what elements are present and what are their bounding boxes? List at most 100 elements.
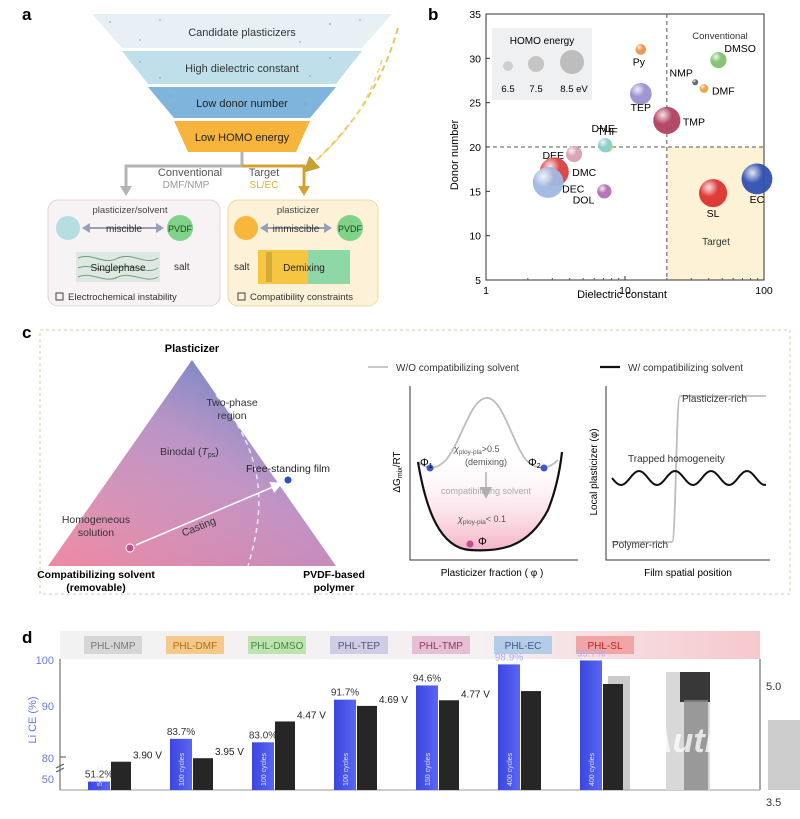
phi2-label: Φ2 [528,457,541,470]
ternary-right-2: polymer [314,582,355,594]
voltage-bar-phl-dmso [275,721,295,790]
tab-label: PHL-NMP [90,641,135,652]
voltage-value-label: 4.47 V [297,710,326,721]
tab-phl-dmso [248,636,306,654]
y-tick-label: 30 [469,53,481,65]
two-phase-2: region [217,410,246,422]
box-right-solvent: plasticizer [277,205,319,216]
watermark: Autiva [647,722,752,760]
solution-point [125,543,135,553]
point-shine [598,138,613,153]
tab-phl-ec [494,636,552,654]
ce-bar-phl-dmf [170,738,192,790]
free-standing-film-label: Free-standing film [246,463,330,475]
y-ticks: 5 10 15 20 25 30 35 [469,9,490,287]
ce-bar-phl-ec [498,664,520,790]
point-shine [692,79,699,86]
two-phase-1: Two-phase [206,397,258,409]
x-ticks: 1 10 100 [483,276,773,297]
point-label-tep: TEP [631,102,651,114]
panel-d-letter: d [22,628,32,647]
voltage-bar-phl-tmp [439,700,459,790]
legend-entry-2: 7.5 [529,84,542,95]
ternary-left-2: (removable) [66,582,126,594]
tab-label: PHL-TMP [419,641,463,652]
point-shine [653,106,681,134]
tab-label: PHL-TEP [338,641,381,652]
plasticizer-rich-label: Plasticizer-rich [682,394,747,405]
box-left-solvent: plasticizer/solvent [93,205,168,216]
tab-phl-tmp [412,636,470,654]
cycle-label: 100 cycles [261,752,268,786]
tab-phl-sl [576,636,634,654]
box-right-caption: Compatibility constraints [250,292,353,303]
tab-label: PHL-SL [587,641,622,652]
x-tick-label: 10 [619,285,631,297]
point-shine [699,179,728,208]
legend-size-small [503,61,513,71]
box-right-salt: salt [234,262,250,273]
quadrant-target: Target [702,237,730,248]
d-ylabel: Li CE (%) [27,696,39,743]
tab-label: PHL-DMF [173,641,217,652]
legend-title: HOMO energy [510,36,574,47]
binodal-label: Binodal (Tps) [160,446,219,459]
point-shine [532,167,564,198]
y-tick-label: 5 [475,275,481,287]
ce-value-label: 99.7% [577,648,605,659]
funnel-layer-3 [148,87,336,118]
point-shine [741,163,773,195]
point-label-ec: EC [750,194,765,206]
box-left-relation: miscible [106,224,143,235]
energy-ylabel: ΔGmix/RT [392,451,404,492]
box-right-relation: immiscible [273,224,320,235]
panel-d: d PHL-NMP PHL-DMF PHL-DMSO PHL-TEP PHL-TMP PH… [22,628,800,809]
voltage-bar-phl-sl [603,684,623,790]
voltage-bar-phl-nmp [111,761,131,790]
ce-bar-phl-tmp [416,685,438,790]
point-shine [597,184,612,199]
y-tick-label: 25 [469,98,481,110]
tab-phl-nmp [84,636,142,654]
cycle-label: 100 cycles [343,752,350,786]
energy-xlabel: Plasticizer fraction ( φ ) [441,568,544,579]
polymer-rich-label: Polymer-rich [612,540,668,551]
ce-value-label: 83.7% [167,727,195,738]
ternary-top: Plasticizer [165,343,220,355]
homogeneous-2: solution [78,527,114,539]
ce-bar-phl-nmp [88,781,110,790]
point-shine [630,82,652,105]
funnel-layer-4 [174,121,310,152]
voltage-value-label: 3.90 V [133,751,162,762]
legend-size-large [560,50,584,74]
y-axis-label: Donor number [449,120,461,191]
pvdf-circle-left [167,215,193,241]
tab-label: PHL-EC [505,641,542,652]
ce-bar-phl-tep [334,699,356,790]
trapped-homogeneity-label: Trapped homogeneity [628,454,725,465]
panel-c-frame [39,329,791,595]
dashed-guide-arrow-2 [315,59,383,161]
y-tick-label: 20 [469,142,481,154]
phi1-point [426,464,434,472]
ce-value-label: 94.6% [413,673,441,684]
voltage-value-label: 4.77 V [461,689,490,700]
box-left-salt: salt [174,262,190,273]
y-tick-label: 15 [469,186,481,198]
box-left-phase: Singlephase [90,263,145,274]
sample-tabs: PHL-NMP PHL-DMF PHL-DMSO PHL-TEP PHL-TMP PHL-… [84,636,634,654]
point-label-dec: DEC [562,183,585,195]
panel-a-letter: a [22,5,32,24]
x-tick-label: 1 [483,285,489,297]
point-label-dmso: DMSO [724,43,756,55]
voltage-bar-phl-dmf [193,758,213,790]
point-label-dme: DME [591,123,614,135]
quadrant-conventional: Conventional [692,31,747,42]
phi-mid-point [466,540,474,548]
voltage-value-label: 3.95 V [215,747,244,758]
panel-b: b 5 10 15 20 25 30 35 1 10 100 Dielectric consta… [428,5,773,301]
cycle-label: 50 cyc [97,765,104,786]
